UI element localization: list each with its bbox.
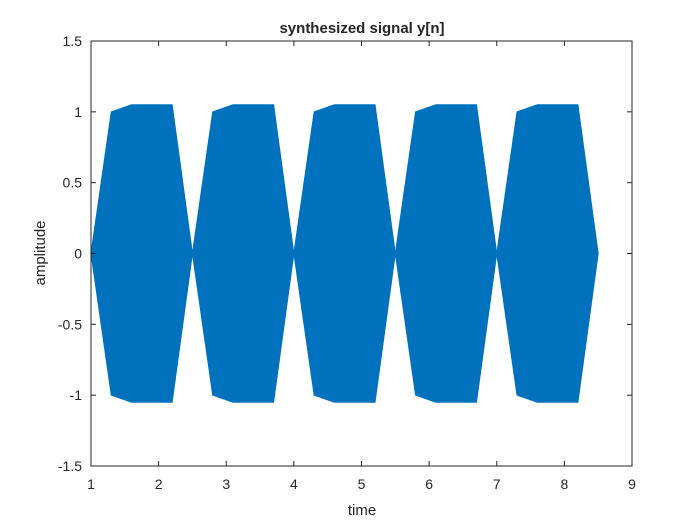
- y-tick-label: 1.5: [63, 33, 83, 49]
- signal-burst-5: [496, 104, 599, 403]
- signal-burst-2: [191, 104, 295, 403]
- signal-burst-1: [90, 104, 193, 403]
- x-tick-label: 2: [155, 476, 163, 492]
- x-tick-label: 1: [87, 476, 95, 492]
- x-tick-label: 4: [290, 476, 298, 492]
- y-tick-label: 0.5: [63, 175, 83, 191]
- x-tick-label: 9: [628, 476, 636, 492]
- signal-burst-3: [293, 104, 396, 403]
- x-axis-label: time: [348, 502, 376, 519]
- x-tick-label: 6: [425, 476, 433, 492]
- x-tick-label: 5: [358, 476, 366, 492]
- y-tick-label: -1: [70, 387, 83, 403]
- y-tick-label: 0: [74, 246, 82, 262]
- y-tick-label: 1: [74, 104, 82, 120]
- y-tick-label: -1.5: [58, 458, 82, 474]
- y-tick-label: -0.5: [58, 316, 82, 332]
- y-axis-label: amplitude: [32, 220, 49, 285]
- chart-title: synthesized signal y[n]: [279, 20, 444, 37]
- x-tick-label: 3: [222, 476, 230, 492]
- x-tick-label: 8: [560, 476, 568, 492]
- signal-burst-4: [394, 104, 498, 403]
- axes-box: [90, 40, 633, 467]
- x-tick-label: 7: [493, 476, 501, 492]
- plot-area: [90, 104, 599, 403]
